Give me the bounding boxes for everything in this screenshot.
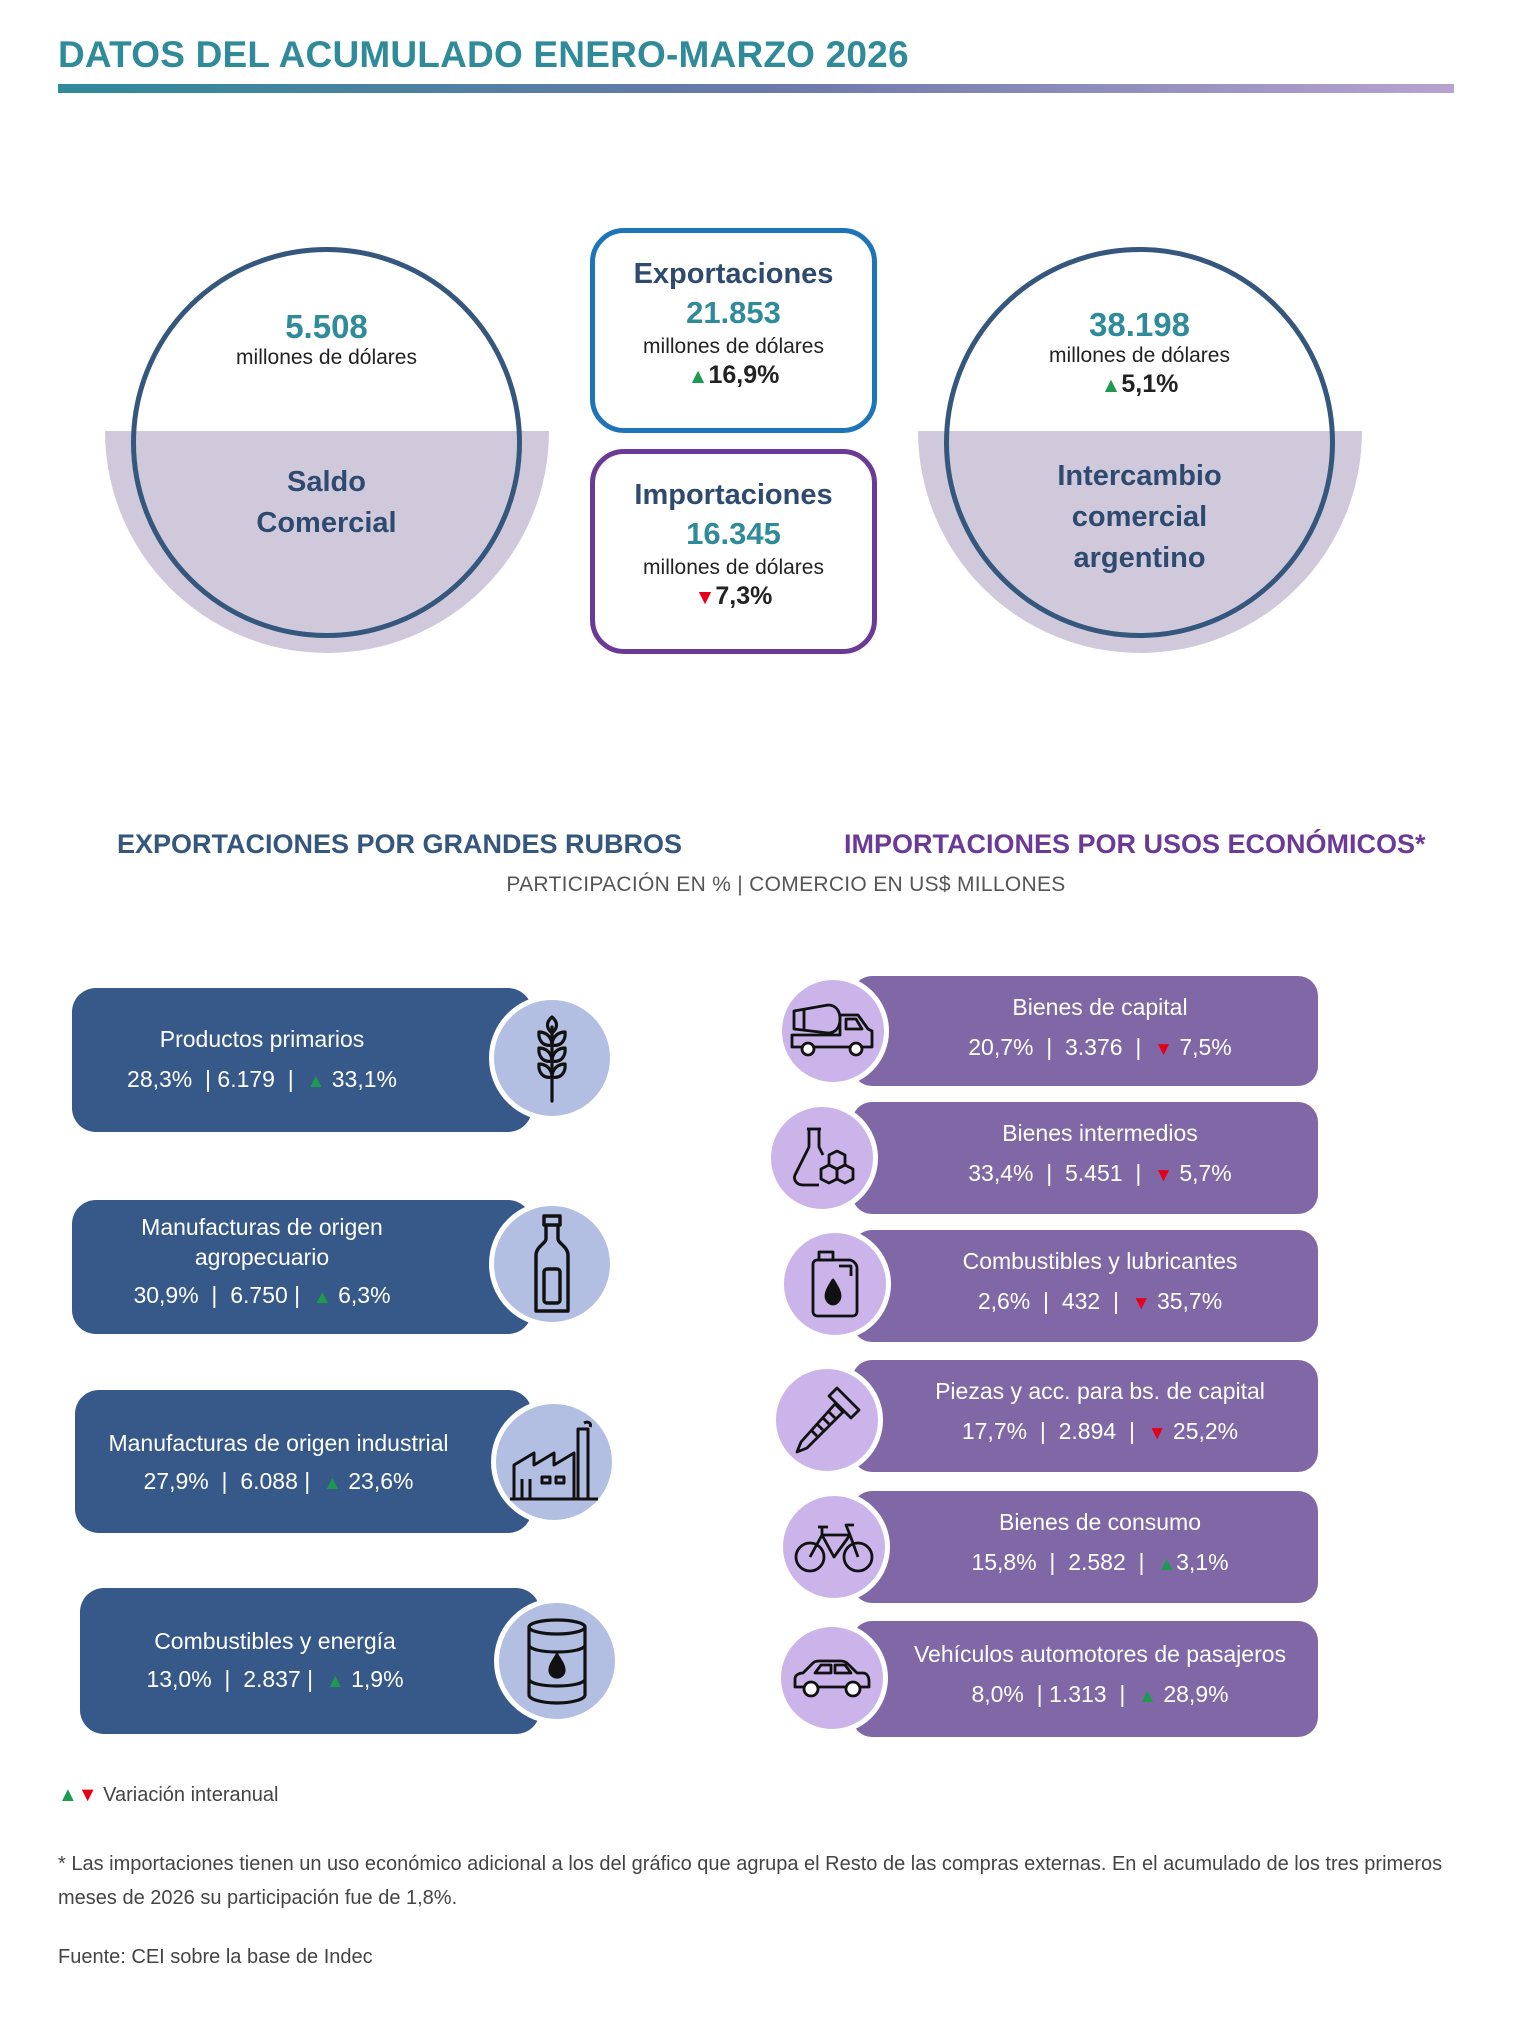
export-item-name-line2: agropecuario: [194, 1244, 330, 1270]
import-item-vehiculos: Vehículos automotores de pasajeros 8,0% …: [852, 1621, 1318, 1737]
saldo-value: 5.508: [285, 308, 368, 345]
up-arrow-icon: ▲: [325, 1671, 345, 1692]
intercambio-label-line3: argentino: [1073, 542, 1206, 574]
import-item-values: 15,8% | 2.582 | ▲3,1%: [971, 1549, 1229, 1575]
saldo-label-line2: Comercial: [256, 507, 397, 539]
title-underline: [58, 84, 1454, 93]
export-item-moa: Manufacturas de origen agropecuario 30,9…: [72, 1200, 532, 1334]
exportaciones-card: Exportaciones 21.853 millones de dólares…: [590, 228, 877, 433]
import-item-values: 2,6% | 432 | ▼ 35,7%: [977, 1288, 1223, 1314]
car-icon: [776, 1622, 888, 1734]
factory-icon: [491, 1399, 617, 1525]
oil-barrel-icon: [494, 1598, 620, 1724]
exportaciones-title: Exportaciones: [633, 258, 834, 290]
chemistry-flask-icon: [766, 1102, 878, 1214]
export-item-name: Productos primarios: [159, 1026, 365, 1052]
up-arrow-icon: ▲: [312, 1287, 332, 1308]
fuel-can-icon: [779, 1228, 891, 1340]
intercambio-value: 38.198: [1089, 306, 1190, 343]
saldo-unit: millones de dólares: [236, 346, 417, 369]
imports-section-title: IMPORTACIONES POR USOS ECONÓMICOS*: [844, 829, 1426, 859]
import-item-name: Bienes de capital: [1012, 994, 1188, 1020]
importaciones-change: 7,3%: [715, 582, 773, 610]
down-arrow-icon: ▼: [1154, 1039, 1173, 1060]
export-item-values: 13,0% | 2.837 | ▲ 1,9%: [146, 1666, 404, 1692]
intercambio-values: 38.198 millones de dólares ▲5,1%: [944, 306, 1335, 399]
import-item-name: Piezas y acc. para bs. de capital: [935, 1378, 1265, 1404]
exportaciones-change: 16,9%: [708, 361, 780, 389]
up-arrow-icon: ▲: [1138, 1686, 1157, 1707]
exportaciones-value: 21.853: [686, 295, 781, 330]
intercambio-label-line2: comercial: [1071, 501, 1208, 533]
import-item-name: Combustibles y lubricantes: [962, 1248, 1238, 1274]
legend-text: Variación interanual: [103, 1784, 279, 1806]
down-arrow-icon: ▼: [1154, 1165, 1173, 1186]
bicycle-icon: [778, 1491, 890, 1603]
intercambio-circle: [944, 247, 1335, 638]
export-item-name: Manufacturas de origen industrial: [108, 1430, 449, 1456]
up-arrow-icon: ▲: [323, 1473, 342, 1494]
export-item-name-line1: Manufacturas de origen: [141, 1214, 383, 1240]
import-item-bienes-capital: Bienes de capital 20,7% | 3.376 | ▼ 7,5%: [852, 976, 1318, 1086]
import-item-name: Bienes intermedios: [1002, 1120, 1198, 1146]
intercambio-unit: millones de dólares: [1049, 344, 1230, 367]
up-arrow-icon: ▲: [687, 365, 709, 388]
intercambio-label: Intercambio comercial argentino: [944, 456, 1335, 579]
saldo-circle: [131, 247, 522, 638]
footnote: * Las importaciones tienen un uso económ…: [58, 1853, 1443, 1909]
import-item-values: 8,0% | 1.313 | ▲ 28,9%: [971, 1681, 1229, 1707]
export-item-moi: Manufacturas de origen industrial 27,9% …: [75, 1390, 532, 1533]
import-item-bienes-intermedios: Bienes intermedios 33,4% | 5.451 | ▼ 5,7…: [852, 1102, 1318, 1214]
exports-section-title: EXPORTACIONES POR GRANDES RUBROS: [117, 829, 683, 859]
source-note: Fuente: CEI sobre la base de Indec: [58, 1946, 373, 1968]
export-item-values: 30,9% | 6.750 | ▲ 6,3%: [133, 1282, 391, 1308]
down-arrow-icon: ▼: [1147, 1423, 1167, 1444]
intercambio-label-line1: Intercambio: [1057, 460, 1222, 492]
legend: ▲▼ Variación interanual: [58, 1778, 278, 1812]
import-item-values: 33,4% | 5.451 | ▼ 5,7%: [968, 1160, 1232, 1186]
down-arrow-icon: ▼: [77, 1784, 98, 1806]
bottle-icon: [489, 1201, 615, 1327]
up-arrow-icon: ▲: [58, 1784, 78, 1806]
import-item-combustibles: Combustibles y lubricantes 2,6% | 432 | …: [852, 1230, 1318, 1342]
import-item-name: Vehículos automotores de pasajeros: [913, 1641, 1287, 1667]
import-item-values: 20,7% | 3.376 | ▼ 7,5%: [968, 1034, 1232, 1060]
saldo-values: 5.508 millones de dólares: [131, 308, 522, 370]
saldo-label: Saldo Comercial: [131, 462, 522, 544]
up-arrow-icon: ▲: [1100, 374, 1122, 397]
import-item-piezas: Piezas y acc. para bs. de capital 17,7% …: [852, 1360, 1318, 1472]
saldo-label-line1: Saldo: [287, 466, 366, 498]
screw-icon: [771, 1364, 883, 1476]
exportaciones-unit: millones de dólares: [643, 335, 824, 358]
page-title: DATOS DEL ACUMULADO ENERO-MARZO 2026: [58, 34, 909, 75]
importaciones-card: Importaciones 16.345 millones de dólares…: [590, 449, 877, 654]
importaciones-unit: millones de dólares: [643, 556, 824, 579]
export-item-name: Combustibles y energía: [154, 1628, 396, 1654]
export-item-combustibles: Combustibles y energía 13,0% | 2.837 | ▲…: [80, 1588, 540, 1734]
wheat-icon: [489, 995, 615, 1121]
down-arrow-icon: ▼: [1131, 1293, 1151, 1314]
export-item-values: 27,9% | 6.088 | ▲ 23,6%: [143, 1468, 414, 1494]
export-item-values: 28,3% | 6.179 | ▲ 33,1%: [127, 1066, 397, 1092]
import-item-bienes-consumo: Bienes de consumo 15,8% | 2.582 | ▲3,1%: [852, 1491, 1318, 1603]
section-subtitle: PARTICIPACIÓN EN % | COMERCIO EN US$ MIL…: [506, 873, 1066, 896]
down-arrow-icon: ▼: [694, 586, 716, 609]
import-item-name: Bienes de consumo: [998, 1509, 1201, 1535]
importaciones-value: 16.345: [686, 516, 781, 551]
up-arrow-icon: ▲: [1157, 1554, 1177, 1575]
up-arrow-icon: ▲: [306, 1071, 326, 1092]
importaciones-title: Importaciones: [634, 479, 833, 511]
import-item-values: 17,7% | 2.894 | ▼ 25,2%: [961, 1418, 1239, 1444]
cement-truck-icon: [777, 975, 889, 1087]
intercambio-change: 5,1%: [1121, 370, 1179, 398]
export-item-productos-primarios: Productos primarios 28,3% | 6.179 | ▲ 33…: [72, 988, 532, 1132]
